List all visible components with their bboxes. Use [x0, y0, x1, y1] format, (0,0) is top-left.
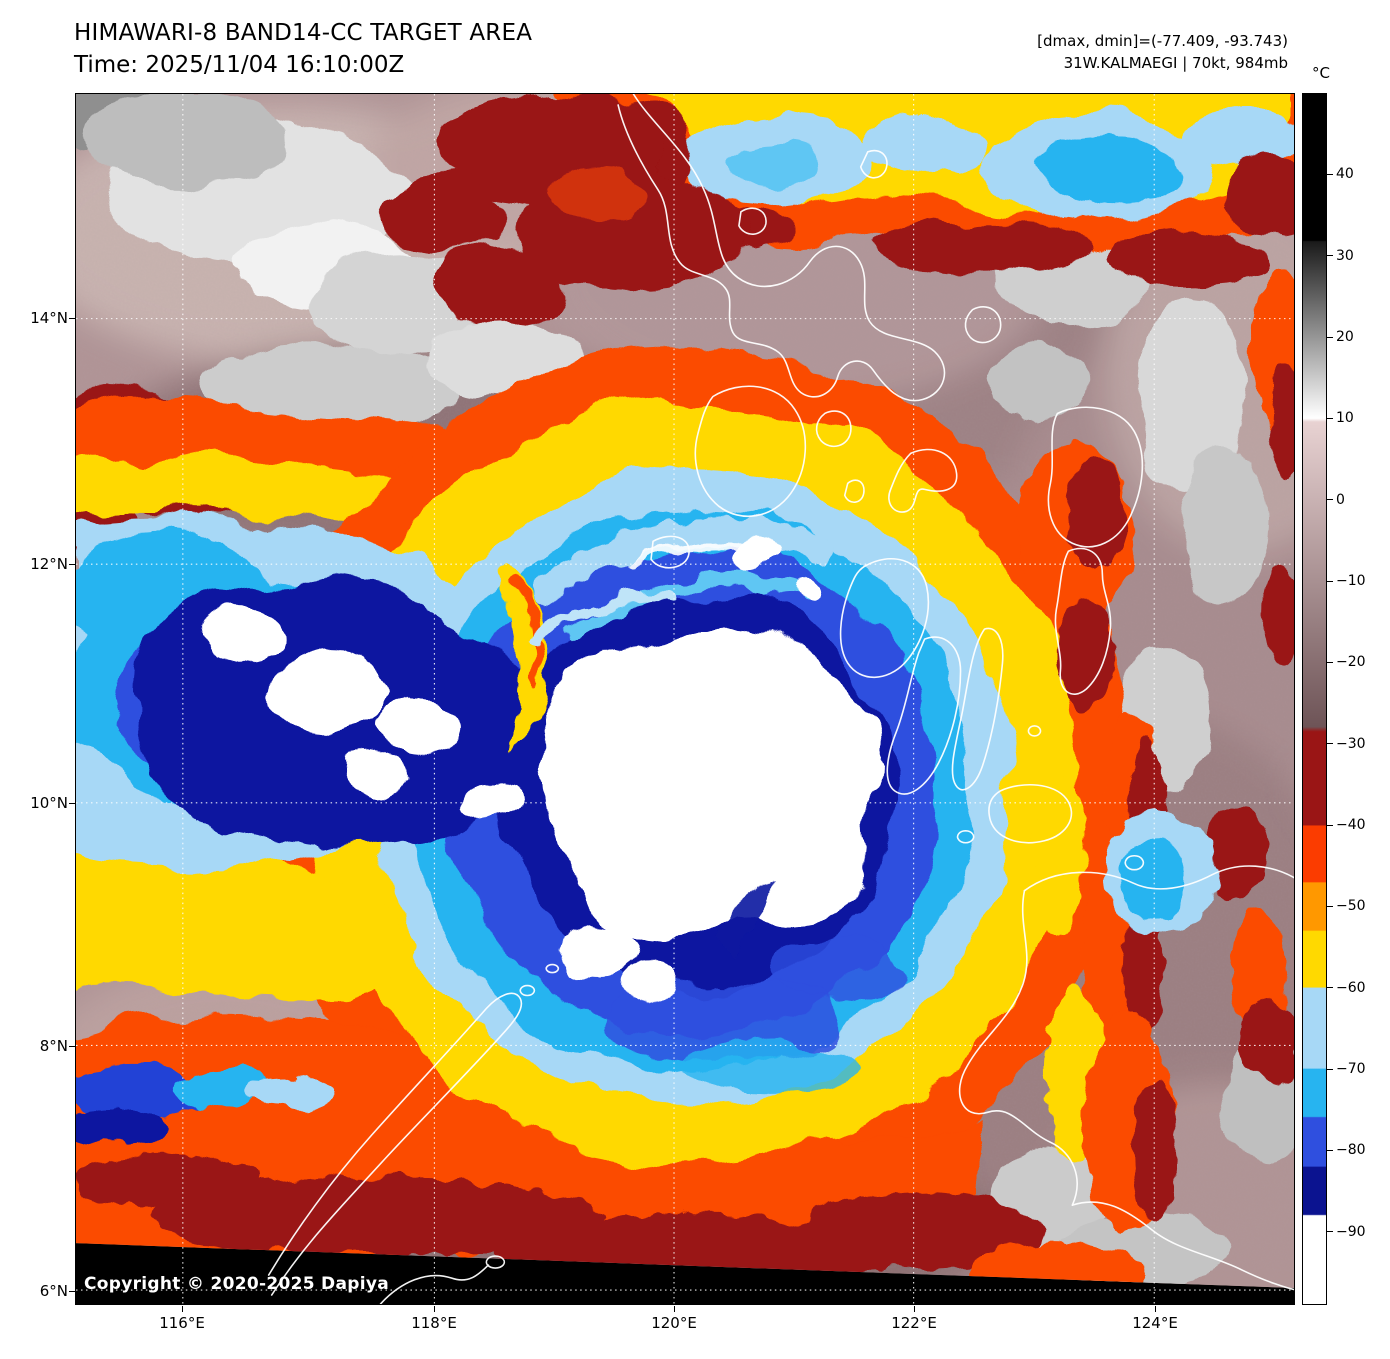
lon-tick-mark — [913, 1306, 915, 1312]
colorbar-tick-label: −60 — [1336, 979, 1366, 996]
colorbar-unit-label: °C — [1312, 64, 1330, 82]
plot-title: HIMAWARI-8 BAND14-CC TARGET AREA — [74, 20, 533, 46]
north-convection-band — [545, 94, 1294, 659]
colorbar-tick-label: −50 — [1336, 898, 1366, 915]
colorbar-tick-label: −40 — [1336, 817, 1366, 834]
colorbar-tick-mark — [1327, 580, 1333, 582]
colorbar-tick-label: −70 — [1336, 1061, 1366, 1078]
grid-lines — [76, 94, 1294, 1304]
lon-tick-label: 120°E — [651, 1314, 697, 1332]
lat-tick-mark — [69, 802, 75, 804]
colorbar-tick-mark — [1327, 1231, 1333, 1233]
colorbar-tick-label: 0 — [1336, 491, 1345, 508]
storm-info: 31W.KALMAEGI | 70kt, 984mb — [1063, 54, 1288, 72]
lat-tick-mark — [69, 1045, 75, 1047]
colorbar-tick-mark — [1327, 499, 1333, 501]
colorbar — [1302, 93, 1327, 1305]
colorbar-tick-mark — [1327, 661, 1333, 663]
lat-tick-label: 8°N — [39, 1037, 68, 1055]
lon-tick-mark — [433, 1306, 435, 1312]
lat-tick-label: 6°N — [39, 1282, 68, 1300]
lon-tick-label: 122°E — [891, 1314, 937, 1332]
colorbar-tick-mark — [1327, 173, 1333, 175]
colorbar-tick-label: 40 — [1336, 166, 1354, 183]
colorbar-tick-mark — [1327, 824, 1333, 826]
satellite-image — [76, 94, 1294, 1304]
colorbar-tick-label: −20 — [1336, 654, 1366, 671]
coastlines — [267, 94, 1294, 1304]
map-area: Copyright © 2020-2025 Dapiya — [75, 93, 1295, 1305]
lat-tick-label: 12°N — [30, 555, 68, 573]
lon-tick-mark — [181, 1306, 183, 1312]
colorbar-tick-label: −10 — [1336, 573, 1366, 590]
lon-tick-label: 118°E — [411, 1314, 457, 1332]
colorbar-tick-mark — [1327, 1149, 1333, 1151]
inner-streaks — [500, 518, 833, 753]
lon-tick-mark — [673, 1306, 675, 1312]
colorbar-tick-mark — [1327, 905, 1333, 907]
colorbar-tick-label: 10 — [1336, 410, 1354, 427]
colorbar-tick-label: 30 — [1336, 247, 1354, 264]
colorbar-tick-label: −90 — [1336, 1223, 1366, 1240]
colorbar-tick-mark — [1327, 255, 1333, 257]
colorbar-tick-label: 20 — [1336, 329, 1354, 346]
lat-tick-label: 10°N — [30, 794, 68, 812]
lon-tick-label: 124°E — [1132, 1314, 1178, 1332]
colorbar-tick-mark — [1327, 743, 1333, 745]
lat-tick-mark — [69, 1290, 75, 1292]
lat-tick-mark — [69, 317, 75, 319]
plot-timestamp: Time: 2025/11/04 16:10:00Z — [74, 52, 405, 78]
colorbar-tick-mark — [1327, 336, 1333, 338]
lon-tick-mark — [1154, 1306, 1156, 1312]
copyright: Copyright © 2020-2025 Dapiya — [84, 1274, 389, 1294]
colorbar-tick-label: −80 — [1336, 1142, 1366, 1159]
colorbar-tick-mark — [1327, 987, 1333, 989]
colorbar-tick-label: −30 — [1336, 735, 1366, 752]
dmax-dmin-readout: [dmax, dmin]=(-77.409, -93.743) — [1037, 32, 1288, 50]
typhoon-core — [195, 549, 879, 1006]
lat-tick-mark — [69, 563, 75, 565]
lon-tick-label: 116°E — [159, 1314, 205, 1332]
scan-area — [76, 94, 1294, 1289]
lat-tick-label: 14°N — [30, 309, 68, 327]
colorbar-tick-mark — [1327, 1068, 1333, 1070]
colorbar-tick-mark — [1327, 417, 1333, 419]
